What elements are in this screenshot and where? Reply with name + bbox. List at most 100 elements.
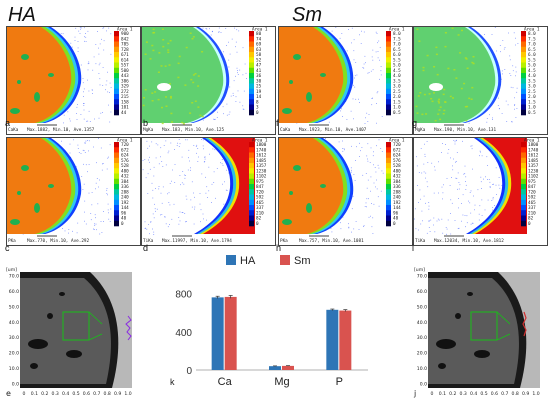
colorbar-tick: 785: [121, 42, 129, 48]
colorbar-tick: 58: [256, 52, 262, 58]
colorbar-tick: 1800: [528, 142, 539, 148]
map-footer: Max.1882, Min.10, Ave.1357: [27, 127, 95, 133]
colorbar-tick: 720: [121, 142, 129, 148]
colorbar-tick: 672: [393, 147, 401, 153]
colorbar-tick: 288: [393, 189, 401, 195]
sem-ytick: 70.0: [9, 274, 19, 280]
element-map-g: 8.0 7.5 7.0 6.5 6.0 5.5 5.0 4.5 4.0 3.5 3.0 2.5 2.0 1…: [413, 26, 548, 135]
element-map-d: 1800 1740 1612 1485 1357 1230 1102 975 847 720 592…: [141, 137, 276, 246]
sem-xtick: 0.8: [104, 391, 111, 397]
colorbar-tick: 7.0: [393, 42, 401, 48]
map-unit: Area 1: [389, 138, 405, 144]
panel-label-i: i: [412, 243, 414, 253]
sem-ytick: 50.0: [417, 304, 427, 310]
bar-Ca-Sm: [224, 296, 237, 370]
colorbar-tick: 576: [121, 158, 129, 164]
sem-xtick: 0.3: [52, 391, 59, 397]
sem-ytick: 30.0: [9, 335, 19, 341]
map-element-label: CaKa: [280, 127, 291, 133]
map-element-label: TiKa: [415, 238, 426, 244]
header-ha: HA: [8, 4, 36, 26]
sem-xtick: 1.0: [124, 391, 131, 397]
sem-xtick: 0.2: [449, 391, 456, 397]
colorbar-tick: 500: [121, 68, 129, 74]
colorbar-tick: 74: [256, 36, 262, 42]
colorbar-tick: 8.0: [528, 31, 536, 37]
legend-swatch: [280, 255, 290, 265]
colorbar-tick: 1102: [528, 174, 539, 180]
colorbar-tick: 624: [393, 153, 401, 159]
colorbar-tick: 624: [121, 153, 129, 159]
colorbar-tick: 592: [528, 195, 536, 201]
colorbar-tick: 63: [256, 47, 262, 53]
colorbar-tick: 975: [256, 179, 264, 185]
colorbar-tick: 2.5: [393, 89, 401, 95]
sem-xtick: 0.5: [72, 391, 79, 397]
map-footer: Max.183, Min.10, Ave.125: [162, 127, 224, 133]
sem-xtick: 0.9: [114, 391, 121, 397]
colorbar-tick: 215: [121, 94, 129, 100]
colorbar-tick: 1230: [256, 168, 267, 174]
colorbar-tick: 6.0: [528, 52, 536, 58]
colorbar-tick: 1357: [256, 163, 267, 169]
colorbar-tick: 2.0: [393, 94, 401, 100]
colorbar-tick: 1740: [256, 147, 267, 153]
colorbar-tick: 48: [393, 216, 399, 222]
map-footer: Max.12034, Min.10, Ave.1812: [434, 238, 504, 244]
colorbar-tick: 465: [528, 200, 536, 206]
sem-ytick: 0.0: [420, 382, 427, 388]
colorbar-tick: 8.0: [393, 31, 401, 37]
colorbar-tick: 6.5: [393, 47, 401, 53]
map-element-label: PKa: [280, 238, 288, 244]
colorbar-tick: 4.5: [393, 68, 401, 74]
panel-label-k: k: [170, 377, 175, 387]
map-element-label: PKa: [8, 238, 16, 244]
sem-xtick: 0.8: [512, 391, 519, 397]
colorbar-tick: 0: [256, 110, 259, 116]
colorbar-tick: 5.0: [528, 63, 536, 69]
map-element-label: MgKa: [415, 127, 426, 133]
colorbar-tick: 8: [256, 99, 259, 105]
sem-ytick: 30.0: [417, 335, 427, 341]
map-footer: Max.190, Min.10, Ave.131: [434, 127, 496, 133]
colorbar-tick: 672: [121, 147, 129, 153]
bar-P-Sm: [339, 310, 352, 370]
map-element-label: CaKa: [8, 127, 19, 133]
colorbar-tick: 144: [393, 205, 401, 211]
sem-xtick: 0.4: [470, 391, 477, 397]
colorbar-tick: 384: [121, 179, 129, 185]
colorbar-tick: 1.5: [528, 99, 536, 105]
y-tick-label: 400: [175, 328, 192, 339]
element-map-h: 720 672 624 576 528 480 432 384 336 288 240 192 144 9…: [278, 137, 413, 246]
colorbar-tick: 528: [121, 163, 129, 169]
element-map-f: 8.0 7.5 7.0 6.5 6.0 5.5 5.0 4.5 4.0 3.5 3.0 2.5 2.0 1…: [278, 26, 413, 135]
bar-Mg-HA: [269, 366, 281, 370]
colorbar-tick: 671: [121, 52, 129, 58]
map-unit: Area 1: [252, 27, 268, 33]
sem-xtick: 0.2: [41, 391, 48, 397]
sem-xtick: 0: [23, 391, 26, 397]
colorbar-tick: 144: [121, 205, 129, 211]
colorbar-tick: 1800: [256, 142, 267, 148]
colorbar-tick: 82: [256, 216, 262, 222]
panel-label-d: d: [143, 243, 149, 253]
legend-swatch: [226, 255, 236, 265]
panel-label-a: a: [5, 118, 11, 128]
sem-xtick: 0.5: [480, 391, 487, 397]
colorbar-tick: 329: [121, 84, 129, 90]
colorbar-tick: 0.5: [393, 110, 401, 116]
colorbar-tick: 720: [393, 142, 401, 148]
bar-Ca-HA: [211, 297, 224, 370]
sem-panel-e: [um] 70.0 60.0 50.0 40.0 30.0 20.0 10.0 0.0 0 0.1 0…: [4, 266, 136, 401]
colorbar-tick: 465: [256, 200, 264, 206]
sem-xtick: 0.4: [62, 391, 69, 397]
colorbar-tick: 1230: [528, 168, 539, 174]
colorbar-tick: 210: [528, 210, 536, 216]
category-label: Ca: [218, 376, 233, 388]
sem-xtick: 0.6: [83, 391, 90, 397]
panel-label-j: j: [413, 389, 416, 398]
panel-label-b: b: [143, 118, 149, 128]
colorbar-tick: 0.5: [528, 110, 536, 116]
colorbar-tick: 1612: [528, 153, 539, 159]
colorbar-tick: 557: [121, 63, 129, 69]
